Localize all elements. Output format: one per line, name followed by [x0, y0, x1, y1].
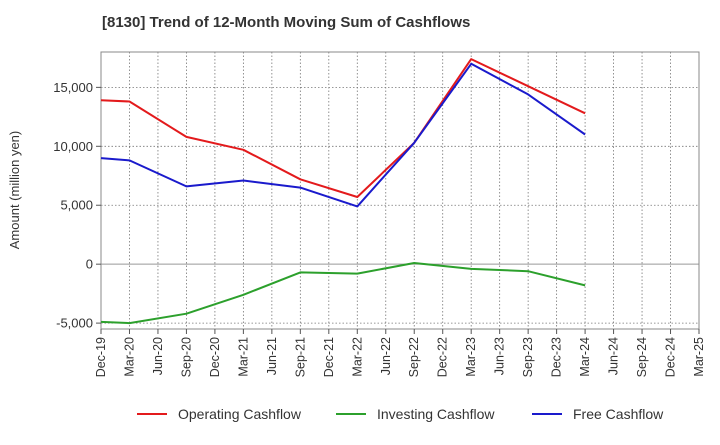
- y-tick-label: 5,000: [60, 198, 93, 213]
- x-tick-label: Sep-24: [635, 337, 649, 377]
- x-axis: Dec-19 Mar-20 Jun-20 Sep-20 Dec-20 Mar-21 Jun-…: [94, 329, 706, 377]
- chart-title: [8130] Trend of 12-Month Moving Sum of C…: [102, 14, 471, 31]
- grid-lines: [101, 52, 699, 329]
- x-tick-label: Sep-22: [407, 337, 421, 377]
- free-cashflow-line: [100, 62, 586, 208]
- x-tick-label: Jun-22: [379, 337, 393, 375]
- y-axis: -5,000 0 5,000 10,000 15,000: [53, 80, 101, 331]
- x-tick-label: Jun-21: [265, 337, 279, 375]
- y-tick-label: 0: [86, 257, 93, 272]
- x-tick-label: Mar-21: [236, 337, 250, 377]
- y-tick-label: 10,000: [53, 139, 93, 154]
- x-tick-label: Mar-22: [350, 337, 364, 377]
- investing-cashflow-line: [100, 262, 586, 325]
- plot-area-frame: [100, 51, 700, 330]
- x-tick-label: Mar-23: [464, 337, 478, 377]
- x-tick-label: Jun-24: [607, 337, 621, 375]
- x-tick-label: Dec-23: [550, 337, 564, 377]
- x-tick-label: Dec-22: [436, 337, 450, 377]
- x-tick-label: Dec-24: [664, 337, 678, 377]
- x-tick-label: Dec-20: [208, 337, 222, 377]
- operating-cashflow-legend-label: Operating Cashflow: [178, 406, 302, 422]
- x-tick-label: Jun-20: [151, 337, 165, 375]
- investing-cashflow-legend-label: Investing Cashflow: [377, 406, 495, 422]
- x-tick-label: Mar-25: [692, 337, 706, 377]
- x-tick-label: Sep-21: [293, 337, 307, 377]
- x-tick-label: Sep-23: [521, 337, 535, 377]
- free-cashflow-legend-label: Free Cashflow: [573, 406, 664, 422]
- x-tick-label: Mar-24: [578, 337, 592, 377]
- series-lines: [100, 58, 586, 325]
- y-tick-label: -5,000: [56, 316, 93, 331]
- legend: Operating Cashflow Investing Cashflow Free…: [137, 406, 664, 422]
- y-axis-label: Amount (million yen): [7, 131, 22, 250]
- x-tick-label: Jun-23: [493, 337, 507, 375]
- x-tick-label: Dec-21: [322, 337, 336, 377]
- x-tick-label: Mar-20: [122, 337, 136, 377]
- x-tick-label: Dec-19: [94, 337, 108, 377]
- x-tick-label: Sep-20: [179, 337, 193, 377]
- y-tick-label: 15,000: [53, 80, 93, 95]
- operating-cashflow-line: [100, 58, 586, 198]
